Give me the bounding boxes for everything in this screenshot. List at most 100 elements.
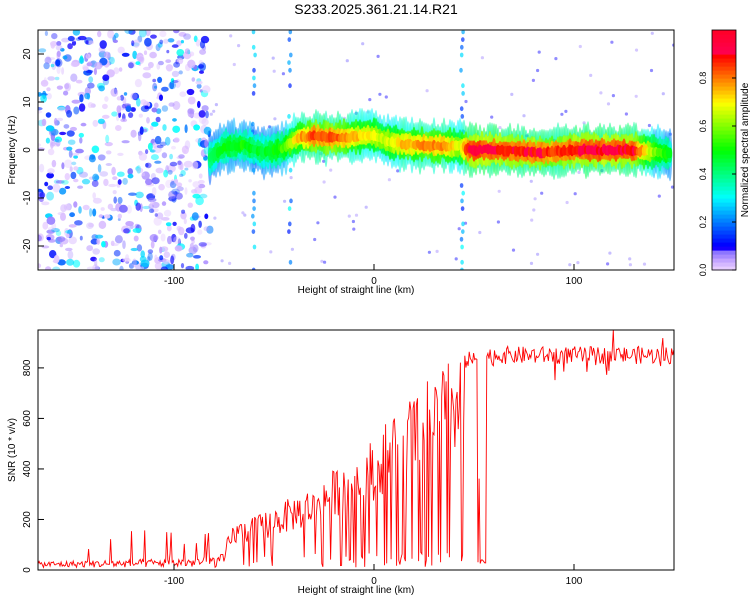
streak-blob: [459, 106, 464, 112]
noise-speckle: [111, 111, 118, 117]
noise-speckle: [79, 235, 83, 241]
noise-speckle: [159, 141, 167, 147]
noise-speckle: [181, 145, 189, 155]
faint-speckle: [522, 114, 526, 118]
noise-speckle: [94, 258, 98, 267]
noise-speckle: [156, 212, 164, 219]
noise-speckle: [150, 125, 154, 131]
noise-speckle: [56, 65, 61, 74]
noise-speckle: [98, 214, 104, 218]
faint-speckle: [320, 259, 324, 263]
noise-speckle: [153, 216, 162, 226]
colorbar-swatch: [712, 210, 736, 215]
faint-speckle: [606, 102, 611, 106]
noise-speckle: [79, 137, 83, 144]
faint-speckle: [271, 56, 275, 60]
colorbar-swatch: [712, 30, 736, 35]
noise-speckle: [134, 223, 140, 230]
noise-speckle: [105, 134, 110, 144]
noise-speckle: [160, 233, 166, 242]
noise-speckle: [157, 60, 164, 66]
noise-speckle: [167, 235, 172, 245]
noise-speckle: [120, 94, 124, 101]
faint-speckle: [352, 227, 356, 231]
faint-speckle: [564, 109, 568, 113]
faint-speckle: [568, 263, 572, 267]
noise-speckle: [67, 35, 75, 42]
noise-speckle: [61, 179, 69, 185]
streak-blob: [252, 75, 256, 81]
faint-speckle: [540, 191, 544, 195]
noise-speckle: [43, 77, 47, 84]
faint-speckle: [283, 199, 287, 203]
faint-speckle: [649, 68, 654, 73]
noise-speckle: [195, 80, 203, 85]
noise-speckle: [143, 128, 148, 133]
noise-speckle: [53, 138, 60, 143]
noise-speckle: [70, 171, 77, 180]
noise-speckle: [168, 190, 177, 199]
noise-speckle: [141, 172, 146, 177]
noise-speckle: [75, 79, 83, 84]
colorbar-swatch: [712, 186, 736, 191]
noise-speckle: [203, 146, 209, 155]
faint-speckle: [647, 123, 652, 128]
faint-speckle: [316, 221, 320, 225]
colorbar-swatch: [712, 126, 736, 131]
noise-speckle: [84, 92, 90, 100]
noise-speckle: [122, 177, 128, 185]
faint-speckle: [628, 257, 632, 261]
noise-speckle: [98, 85, 105, 92]
colorbar-frame: [711, 29, 737, 271]
noise-speckle: [139, 126, 144, 135]
noise-speckle: [191, 77, 196, 82]
colorbar-swatch: [712, 230, 736, 235]
noise-speckle: [56, 41, 62, 46]
noise-speckle: [104, 96, 109, 102]
noise-speckle: [147, 197, 157, 203]
noise-speckle: [204, 139, 209, 148]
noise-speckle: [205, 110, 209, 119]
noise-speckle: [172, 221, 177, 226]
streak-blob: [251, 267, 256, 270]
noise-speckle: [113, 196, 117, 204]
streak-blob: [461, 190, 466, 196]
noise-speckle: [94, 61, 103, 70]
noise-speckle: [103, 214, 111, 219]
noise-speckle: [147, 249, 154, 254]
faint-speckle: [628, 263, 633, 267]
noise-speckle: [73, 166, 79, 171]
noise-speckle: [55, 59, 61, 67]
noise-speckle: [171, 188, 180, 195]
noise-speckle: [186, 88, 195, 96]
noise-speckle: [150, 154, 159, 161]
noise-speckle: [138, 152, 147, 161]
noise-speckle: [183, 33, 192, 40]
colorbar-swatch: [712, 46, 736, 51]
noise-speckle: [187, 108, 195, 115]
colorbar-swatch: [712, 58, 736, 63]
noise-speckle: [67, 250, 74, 260]
noise-speckle: [117, 213, 123, 219]
noise-speckle: [116, 105, 122, 114]
colorbar-swatch: [712, 190, 736, 195]
colorbar-label: Normalized spectral amplitude: [740, 82, 750, 217]
faint-speckle: [490, 115, 494, 119]
noise-speckle: [57, 259, 66, 266]
noise-speckle: [101, 241, 106, 248]
noise-speckle: [44, 56, 52, 64]
noise-speckle: [82, 204, 90, 211]
noise-speckle: [103, 51, 110, 59]
faint-speckle: [576, 261, 580, 265]
noise-speckle: [180, 40, 184, 44]
noise-speckle: [55, 44, 63, 51]
noise-speckle: [188, 179, 192, 183]
noise-speckle: [198, 179, 205, 184]
snr-ylabel: SNR (10 * v/v): [7, 418, 18, 482]
noise-speckle: [115, 112, 120, 122]
noise-speckle: [145, 178, 153, 186]
colorbar-swatch: [712, 234, 736, 239]
noise-speckle: [99, 40, 107, 49]
noise-speckle: [90, 256, 97, 262]
streak-blob: [252, 244, 257, 250]
